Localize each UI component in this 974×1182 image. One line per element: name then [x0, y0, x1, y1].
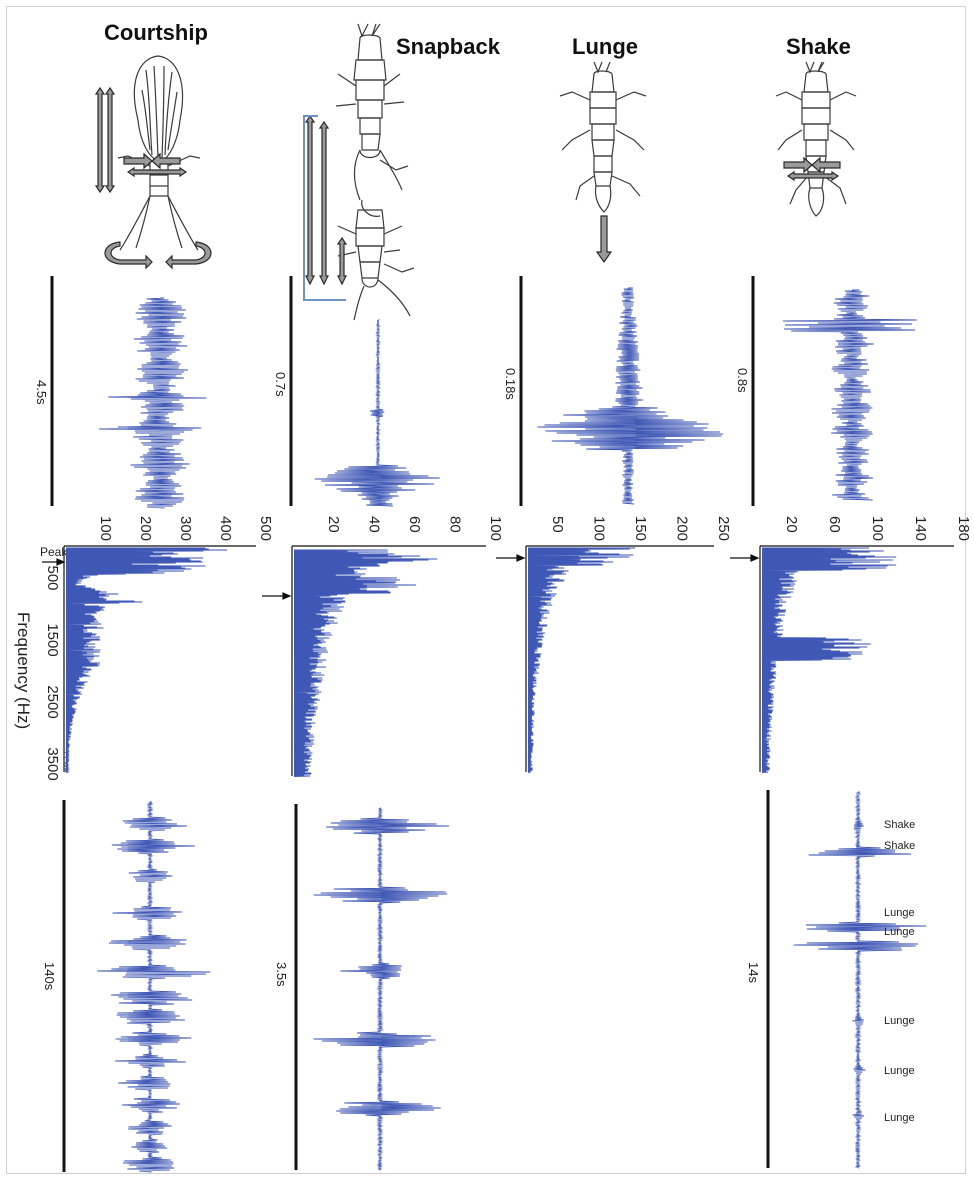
snapback-bracket — [303, 115, 346, 301]
amplitude-tick: 100 — [869, 516, 886, 541]
amplitude-tick: 100 — [487, 516, 504, 541]
column-title-lunge: Lunge — [572, 34, 638, 59]
frequency-tick: 1500 — [44, 623, 61, 656]
amplitude-tick: 60 — [406, 516, 423, 533]
amplitude-tick: 400 — [217, 516, 234, 541]
snapback-insect-drawing — [335, 23, 415, 321]
snapback-spectrum — [293, 549, 438, 777]
peak-label: Peak — [40, 545, 68, 559]
shake-train — [793, 791, 927, 1169]
lunge-spectrum — [527, 547, 636, 773]
spectrum-axes — [63, 545, 954, 776]
lunge-insect-drawing — [559, 61, 647, 213]
amplitude-tick: 20 — [783, 516, 800, 533]
courtship-insect-drawing — [117, 55, 201, 251]
shake-train-event-labels: Shake Shake Lunge Lunge Lunge Lunge Lung… — [884, 819, 915, 1124]
motion-arrows — [94, 86, 841, 286]
scale-bars — [50, 276, 770, 1172]
train-duration-snapback: 3.5s — [274, 962, 289, 987]
amplitude-tick: 150 — [632, 516, 649, 541]
insect-illustrations — [117, 23, 857, 321]
figure-border — [6, 6, 966, 1174]
duration-label-shake: 0.8s — [735, 368, 750, 393]
shake-insect-drawing — [775, 61, 857, 217]
amplitude-tick: 20 — [325, 516, 342, 533]
event-label: Lunge — [884, 907, 915, 919]
event-label: Lunge — [884, 1065, 915, 1077]
shake-spectrum — [761, 547, 897, 773]
train-duration-courtship: 140s — [42, 962, 57, 991]
amplitude-tick: 140 — [912, 516, 929, 541]
duration-label-courtship: 4.5s — [34, 380, 49, 405]
lunge-oscillogram — [537, 287, 723, 505]
event-label: Lunge — [884, 926, 915, 938]
column-title-shake: Shake — [786, 34, 851, 59]
amplitude-tick: 200 — [674, 516, 691, 541]
amplitude-tick: 100 — [97, 516, 114, 541]
frequency-tick: 500 — [44, 565, 61, 590]
duration-label-lunge: 0.18s — [503, 368, 518, 400]
signal-traces — [64, 287, 927, 1173]
courtship-train — [97, 801, 211, 1173]
amplitude-tick: 250 — [715, 516, 732, 541]
amplitude-tick: 180 — [955, 516, 972, 541]
amplitude-tick: 40 — [366, 516, 383, 533]
frequency-tick-labels: 500 1500 2500 3500 Frequency (Hz) Peak — [14, 545, 68, 781]
snapback-oscillogram — [314, 319, 440, 507]
amplitude-tick: 100 — [591, 516, 608, 541]
courtship-spectrum — [64, 547, 228, 773]
column-title-courtship: Courtship — [104, 20, 208, 45]
snapback-train — [313, 807, 450, 1171]
duration-label-snapback: 0.7s — [273, 372, 288, 397]
amplitude-tick-labels: 100 200 300 400 500 20 40 60 80 100 50 100 150 200 250… — [97, 516, 972, 541]
event-label: Shake — [884, 819, 915, 831]
frequency-axis-label: Frequency (Hz) — [14, 612, 33, 729]
peak-arrows — [42, 554, 760, 600]
event-label: Lunge — [884, 1015, 915, 1027]
amplitude-tick: 50 — [549, 516, 566, 533]
amplitude-tick: 80 — [447, 516, 464, 533]
column-title-snapback: Snapback — [396, 34, 500, 59]
amplitude-tick: 500 — [257, 516, 274, 541]
amplitude-tick: 200 — [137, 516, 154, 541]
amplitude-tick: 60 — [826, 516, 843, 533]
amplitude-tick: 300 — [177, 516, 194, 541]
event-label: Shake — [884, 840, 915, 852]
train-duration-shake: 14s — [746, 962, 761, 983]
courtship-oscillogram — [99, 297, 207, 509]
frequency-tick: 3500 — [44, 747, 61, 780]
frequency-tick: 2500 — [44, 685, 61, 718]
event-label: Lunge — [884, 1112, 915, 1124]
shake-oscillogram — [782, 289, 917, 501]
